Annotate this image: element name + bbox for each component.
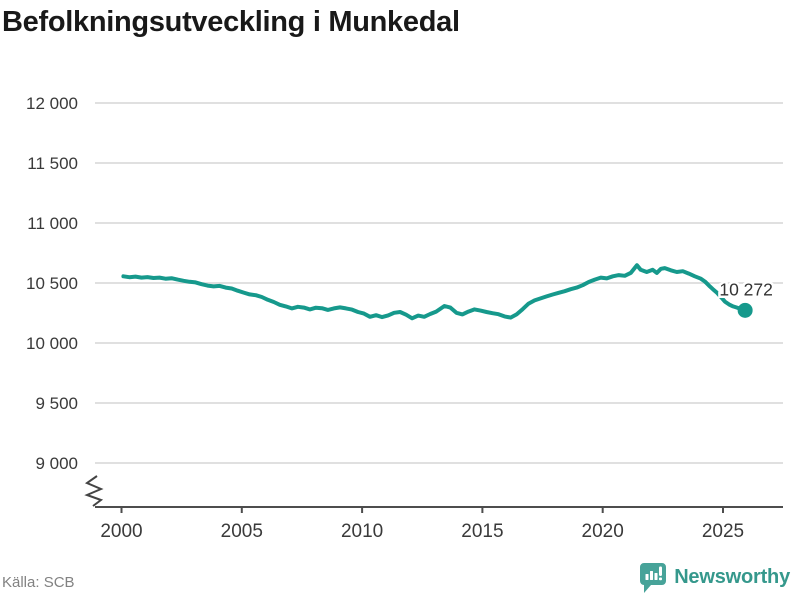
x-tick-label: 2005 [221,521,263,542]
end-point-dot [737,302,753,318]
x-tick-label: 2010 [341,521,383,542]
x-tick-label: 2025 [702,521,744,542]
x-tick-label: 2020 [582,521,624,542]
y-tick-label: 11 500 [27,154,78,173]
end-value-label: 10 272 [719,279,773,299]
chart-title: Befolkningsutveckling i Munkedal [2,6,460,38]
y-tick-label: 9 000 [35,454,78,473]
x-tick-label: 2015 [461,521,503,542]
newsworthy-logo[interactable]: Newsworthy [640,562,790,593]
newsworthy-wordmark: Newsworthy [674,566,790,588]
x-tick-label: 2000 [100,521,142,542]
population-line [121,263,748,321]
y-tick-label: 9 500 [35,394,78,413]
source-label: Källa: SCB [2,574,75,591]
axis-break-icon [84,475,104,507]
y-tick-label: 11 000 [27,214,78,233]
y-tick-label: 12 000 [26,94,78,113]
y-tick-label: 10 500 [26,274,78,293]
y-tick-label: 10 000 [26,334,78,353]
newsworthy-bubble-chart-icon [640,563,667,593]
